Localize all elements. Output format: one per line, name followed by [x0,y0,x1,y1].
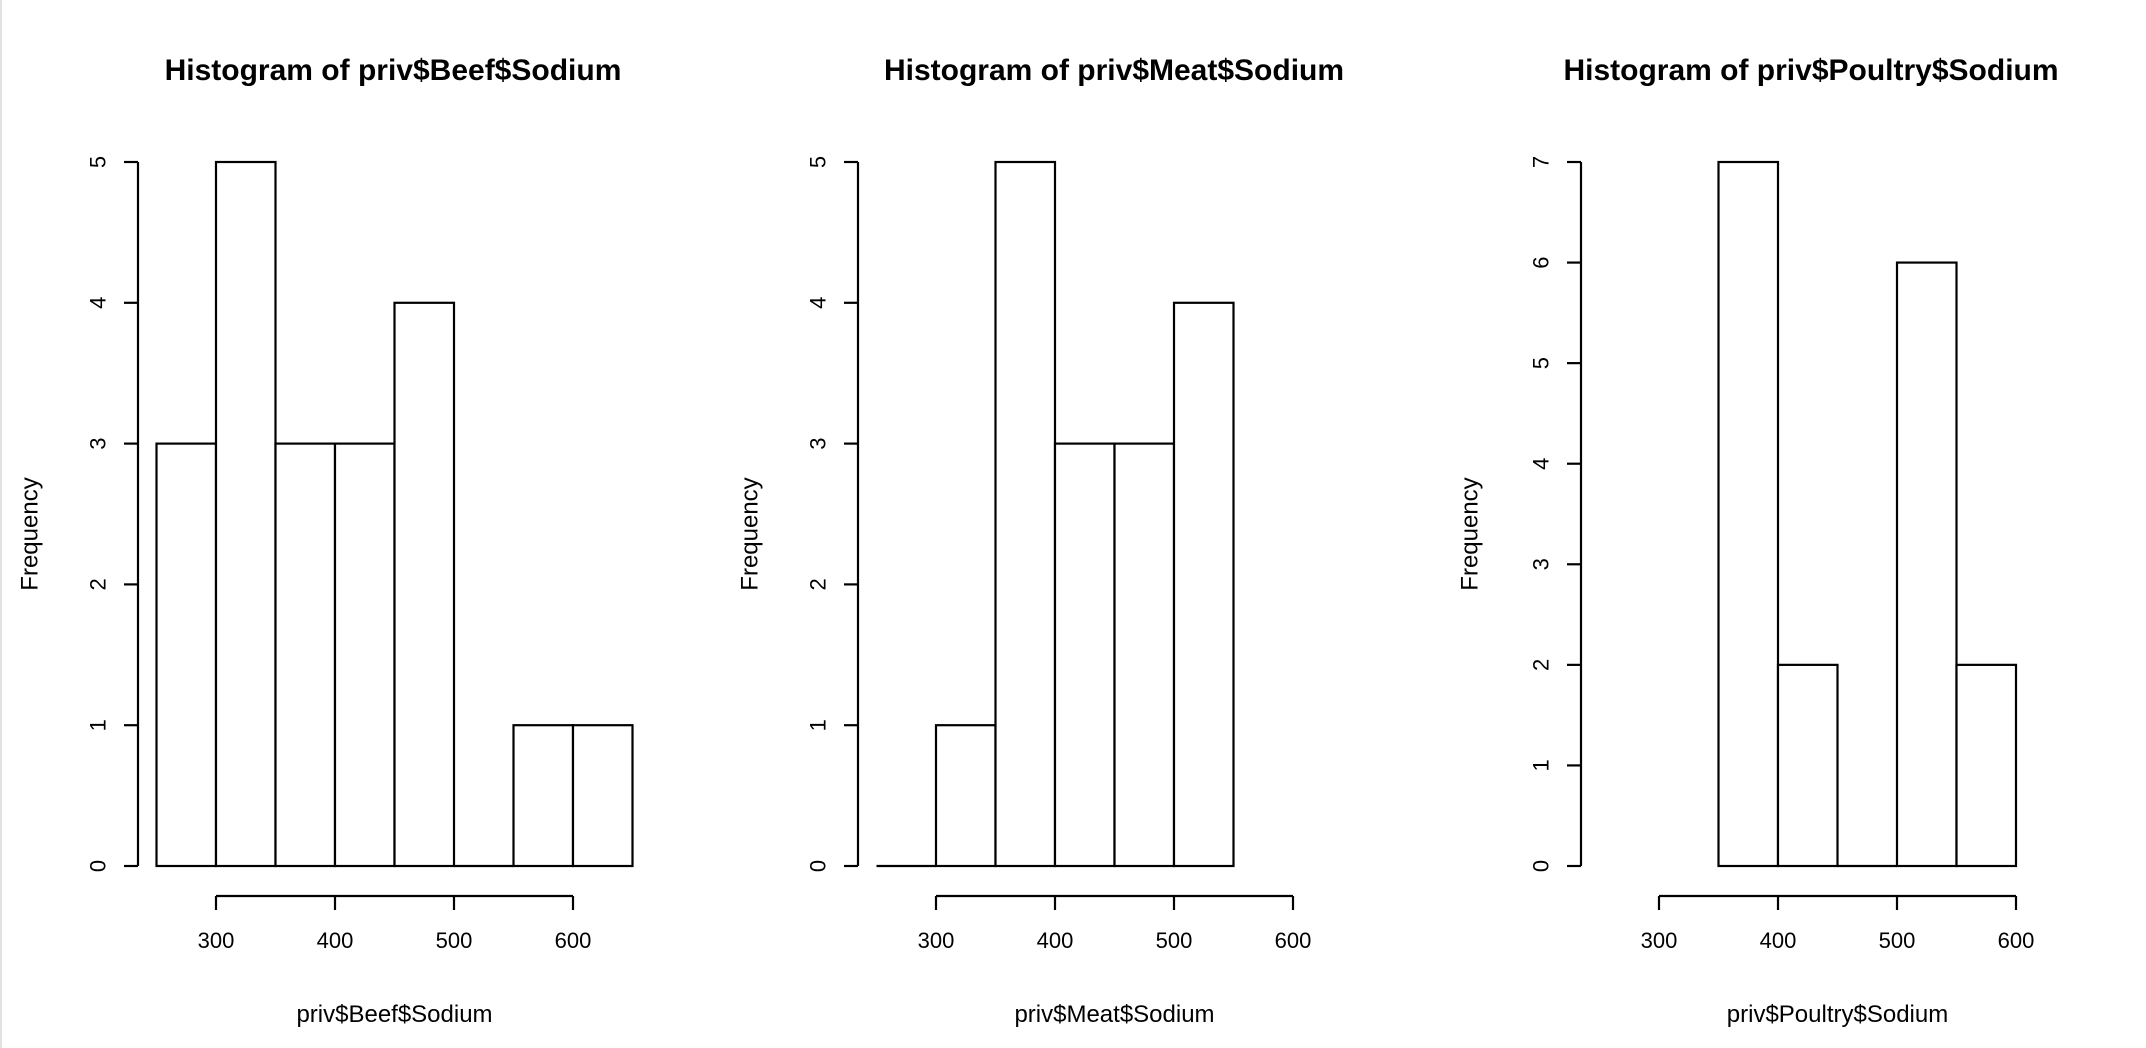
y-tick-label: 1 [86,719,111,731]
x-tick-label: 300 [198,928,235,953]
y-tick-label: 0 [86,860,111,872]
histogram-bar [214,160,277,868]
histogram-panel-1: Histogram of priv$Beef$Sodium 0 1 2 3 4 5 300 40… [17,54,634,1028]
y-tick-label: 3 [86,437,111,449]
y-tick-label: 5 [86,156,111,168]
chart-title: Histogram of priv$Poultry$Sodium [1563,54,2058,87]
histogram-bar [994,160,1057,868]
histogram-bar [934,724,997,868]
y-tick-label: 2 [1529,659,1554,671]
histogram-bar [393,301,456,868]
histogram-bar [274,442,337,868]
x-axis-label: priv$Meat$Sodium [1014,1001,1214,1028]
x-axis-label: priv$Poultry$Sodium [1727,1001,1948,1028]
y-tick-label: 0 [1529,860,1554,872]
y-tick-label: 6 [1529,256,1554,268]
histogram-bar [333,442,396,868]
x-tick-label: 600 [555,928,592,953]
y-tick-label: 5 [1529,357,1554,369]
y-tick-label: 3 [1529,558,1554,570]
y-axis-label: Frequency [17,477,44,590]
x-tick-label: 400 [1037,928,1074,953]
histogram-bar [1113,442,1176,868]
y-tick-label: 1 [806,719,831,731]
histogram-bar [1776,663,1839,868]
chart-title: Histogram of priv$Meat$Sodium [884,54,1344,87]
y-tick-label: 4 [806,297,831,309]
y-tick-label: 4 [1529,458,1554,470]
histogram-bar [155,442,218,868]
histogram-bar [1717,160,1780,868]
x-tick-label: 600 [1275,928,1312,953]
histogram-bar [512,724,575,868]
x-axis-label: priv$Beef$Sodium [296,1001,492,1028]
x-tick-label: 300 [918,928,955,953]
y-axis-label: Frequency [737,477,764,590]
histogram-panel-3: Histogram of priv$Poultry$Sodium 0 1 2 3 4 5 6 7… [1457,54,2059,1028]
y-axis-label: Frequency [1457,477,1484,590]
y-tick-label: 4 [86,297,111,309]
histogram-bar [1172,301,1235,868]
histogram-bar [571,724,634,868]
histogram-panel-2: Histogram of priv$Meat$Sodium 0 1 2 3 4 5 300 40… [737,54,1345,1028]
window-edge [0,0,2,1048]
x-tick-label: 400 [1760,928,1797,953]
histogram-bar [1053,442,1116,868]
y-tick-label: 3 [806,437,831,449]
histogram-bar [1955,663,2018,868]
y-tick-label: 1 [1529,759,1554,771]
x-tick-label: 500 [436,928,473,953]
chart-title: Histogram of priv$Beef$Sodium [165,54,622,87]
x-tick-label: 300 [1641,928,1678,953]
histogram-bar [1895,261,1958,868]
y-tick-label: 7 [1529,156,1554,168]
x-tick-label: 500 [1156,928,1193,953]
y-tick-label: 5 [806,156,831,168]
y-tick-label: 0 [806,860,831,872]
x-tick-label: 600 [1998,928,2035,953]
x-tick-label: 400 [317,928,354,953]
x-tick-label: 500 [1879,928,1916,953]
y-tick-label: 2 [86,578,111,590]
y-tick-label: 2 [806,578,831,590]
